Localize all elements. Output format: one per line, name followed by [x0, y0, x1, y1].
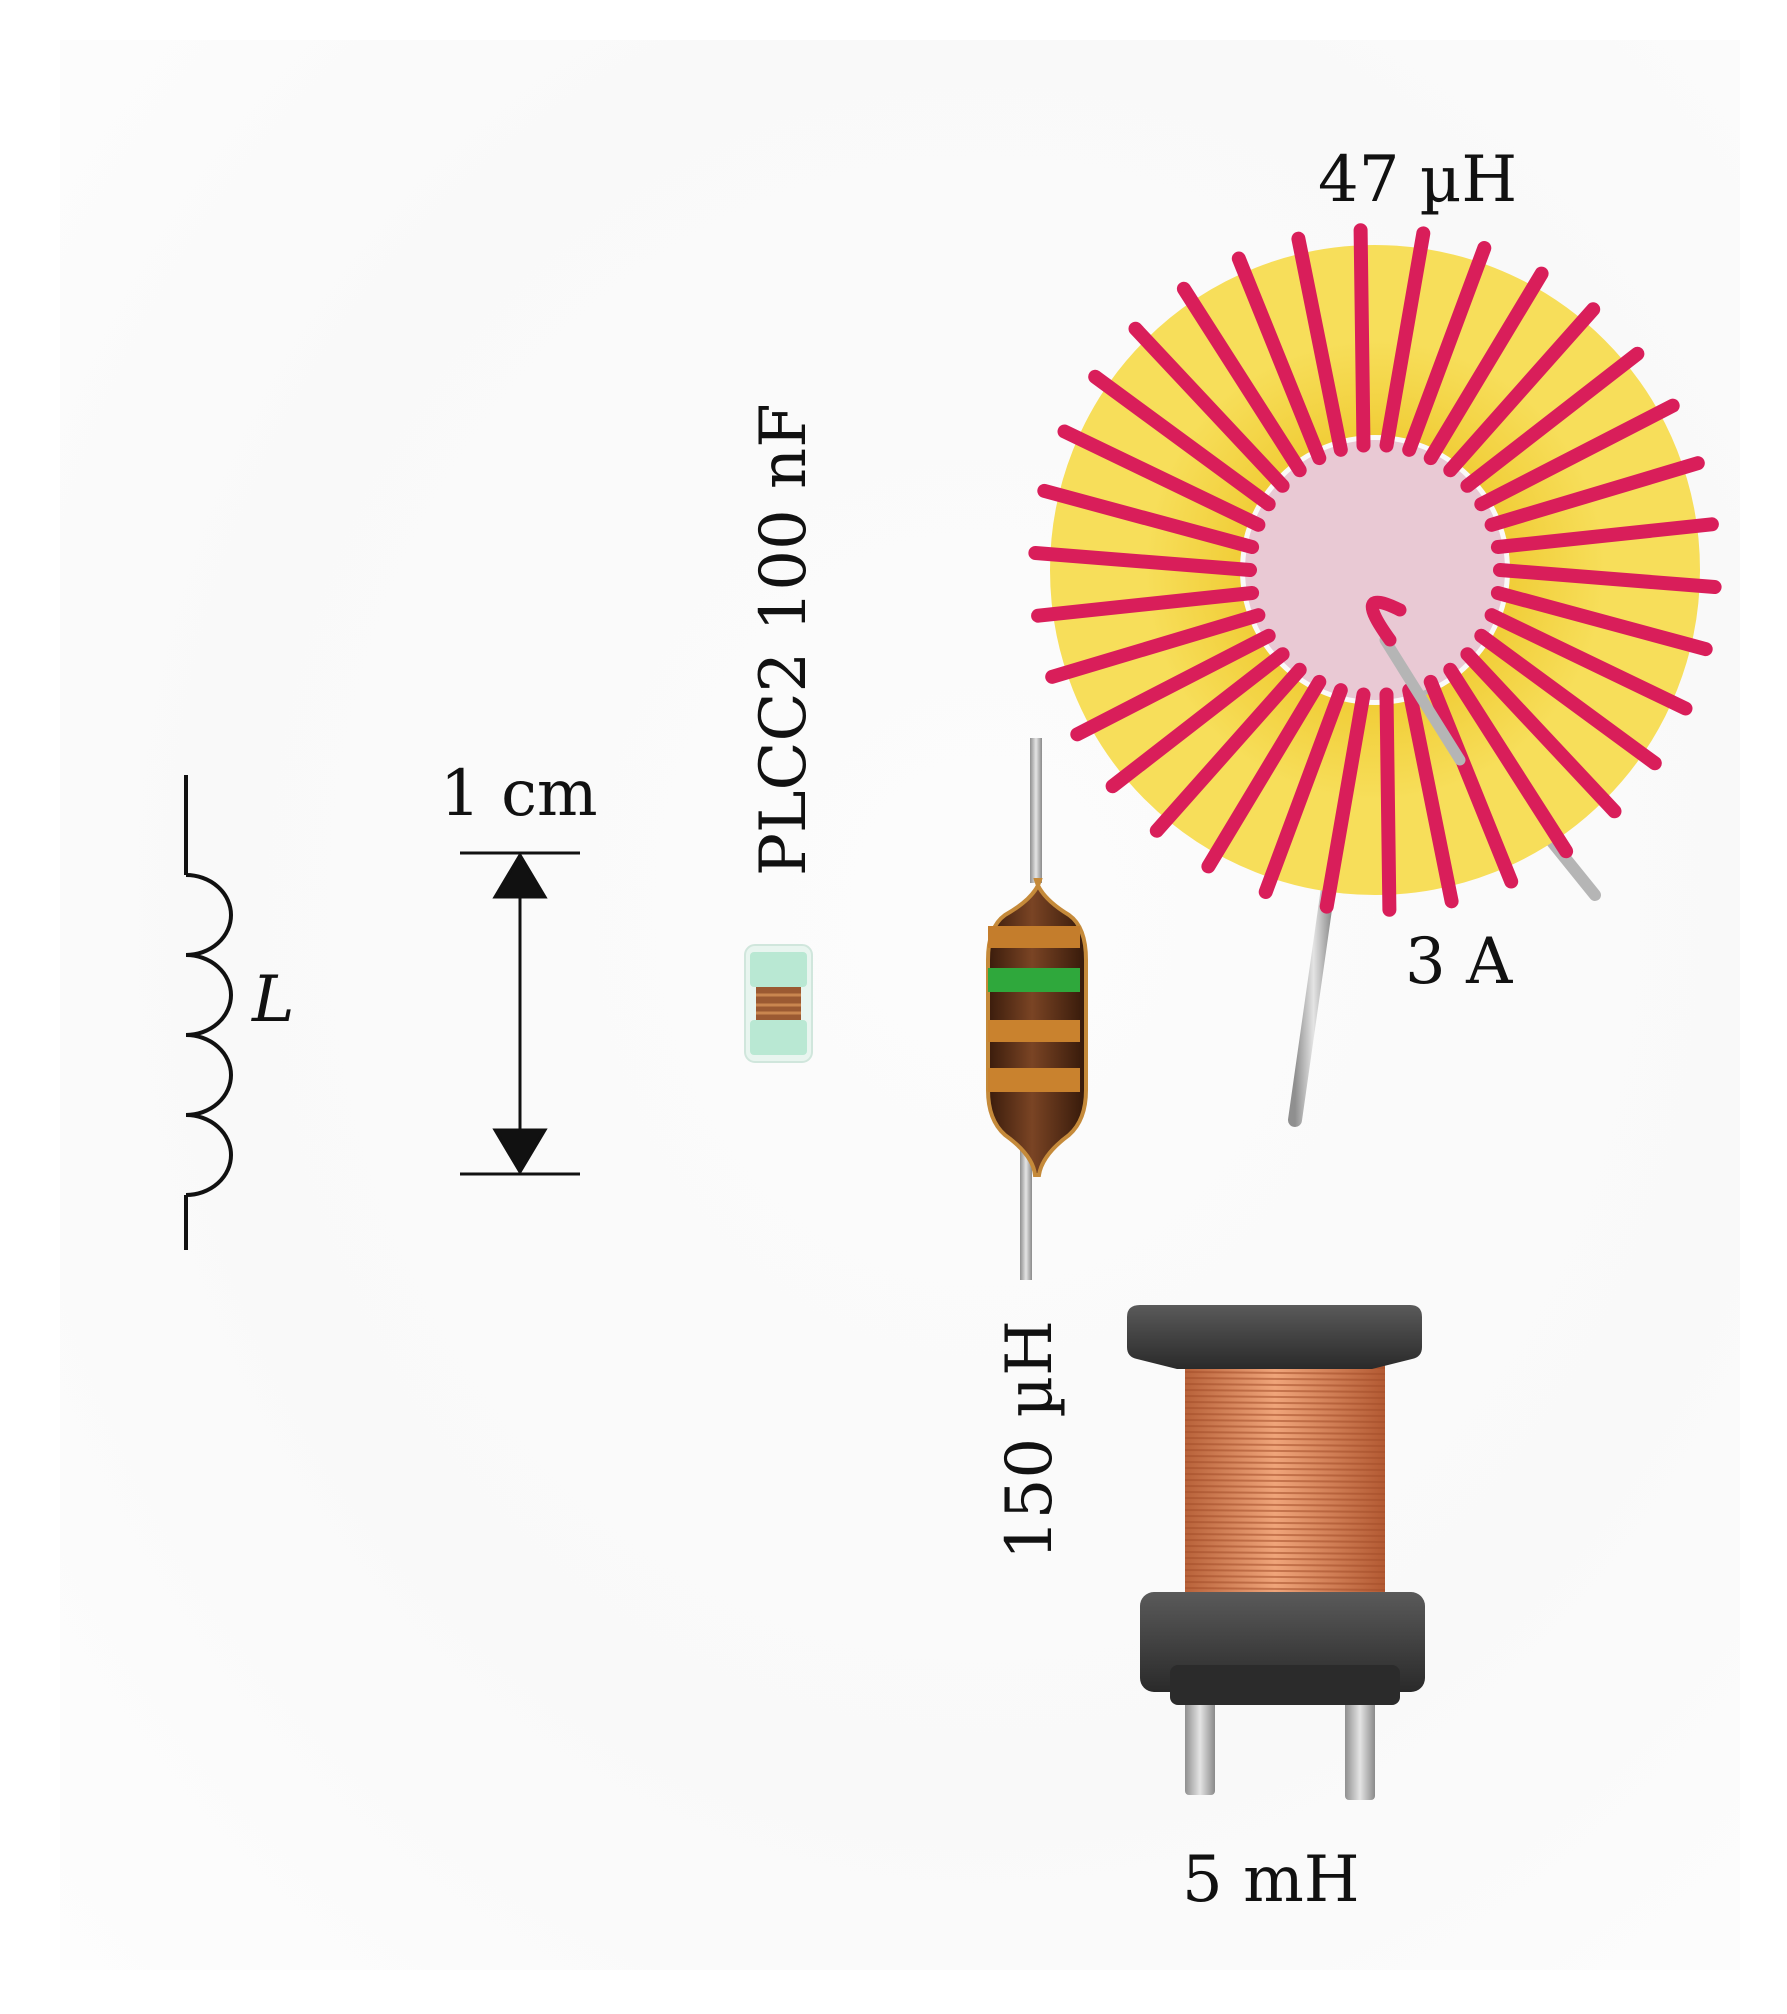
drum-winding-turn: [1184, 1389, 1386, 1393]
toroid-winding-turn: [1484, 608, 1693, 716]
toroid-winding-turn: [1353, 223, 1371, 453]
drum-winding-turn: [1184, 1461, 1386, 1465]
drum-winding-turn: [1184, 1551, 1386, 1555]
inductor-symbol-label: L: [252, 963, 295, 1037]
drum-winding-turn: [1184, 1497, 1386, 1501]
toroid-winding-turn: [1201, 674, 1327, 874]
drum-winding-turn: [1184, 1521, 1386, 1525]
toroid-winding-turn: [1128, 321, 1290, 493]
smd-part-label: PLCC2 100 nF: [747, 403, 821, 876]
drum-inductor: [1127, 1305, 1425, 1800]
toroid-winding-turn: [1484, 456, 1705, 532]
toroid-inductance-label: 47 µH: [1318, 143, 1518, 217]
drum-winding-turn: [1184, 1539, 1386, 1543]
drum-winding-turn: [1184, 1401, 1386, 1405]
drum-winding-turn: [1184, 1431, 1386, 1435]
toroid-winding-turn: [1402, 241, 1492, 457]
drum-winding-turn: [1184, 1587, 1386, 1591]
drum-winding-turn: [1184, 1557, 1386, 1561]
toroid-winding-turn: [1045, 608, 1266, 684]
drum-winding-turn: [1184, 1563, 1386, 1567]
drum-winding-turn: [1184, 1419, 1386, 1423]
drum-winding-turn: [1184, 1437, 1386, 1441]
toroid-winding-turn: [1443, 662, 1574, 859]
drum-winding-turn: [1184, 1533, 1386, 1537]
toroid-winding-turn: [1443, 302, 1601, 478]
toroid-winding-turn: [1402, 683, 1459, 909]
toroid-winding-turn: [1490, 517, 1719, 554]
drum-winding-turn: [1184, 1515, 1386, 1519]
drum-winding-turn: [1184, 1449, 1386, 1453]
toroid-winding-turn: [1088, 369, 1276, 512]
dimension-arrow-icon: [460, 851, 580, 1176]
toroid-winding-turn: [1379, 226, 1431, 453]
drum-winding-turn: [1184, 1545, 1386, 1549]
toroid-winding-turn: [1105, 647, 1290, 794]
drum-inductance-label: 5 mH: [1182, 1843, 1360, 1917]
drum-winding-turn: [1184, 1509, 1386, 1513]
toroid-winding-turn: [1176, 281, 1307, 478]
toroid-winding-turn: [1057, 424, 1266, 532]
toroid-winding-turn: [1149, 662, 1307, 838]
toroid-winding-turn: [1258, 683, 1348, 899]
drum-winding-turn: [1184, 1479, 1386, 1483]
toroid-inductor: [1028, 223, 1722, 1127]
toroid-winding-turn: [1291, 231, 1348, 457]
drum-winding-turn: [1184, 1425, 1386, 1429]
scale-label: 1 cm: [440, 757, 598, 831]
toroid-winding-turn: [1028, 546, 1257, 577]
drum-winding-turn: [1184, 1473, 1386, 1477]
drum-winding-turn: [1184, 1413, 1386, 1417]
toroid-winding-turn: [1460, 346, 1645, 493]
drum-winding-turn: [1184, 1395, 1386, 1399]
drum-winding-turn: [1184, 1455, 1386, 1459]
toroid-winding-turn: [1493, 563, 1722, 594]
smd-component: [744, 944, 813, 1063]
drum-winding-turn: [1184, 1383, 1386, 1387]
drum-winding-turn: [1184, 1569, 1386, 1573]
toroid-winding-turn: [1031, 586, 1260, 623]
toroid-winding-turn: [1379, 687, 1397, 917]
drum-winding-turn: [1184, 1443, 1386, 1447]
toroid-winding-turn: [1231, 251, 1327, 466]
toroid-winding-turn: [1037, 483, 1260, 554]
inductor-schematic-icon: [184, 775, 233, 1250]
drum-winding-turn: [1184, 1491, 1386, 1495]
toroid-winding-turn: [1319, 687, 1371, 914]
toroid-winding-turn: [1460, 647, 1622, 819]
toroid-winding-turn: [1490, 586, 1713, 657]
toroid-winding-turn: [1423, 266, 1549, 466]
drum-winding-turn: [1184, 1503, 1386, 1507]
drum-winding-turn: [1184, 1485, 1386, 1489]
drum-winding-turn: [1184, 1467, 1386, 1471]
drum-winding-turn: [1184, 1377, 1386, 1381]
toroid-current-label: 3 A: [1405, 925, 1513, 999]
axial-inductance-label: 150 µH: [993, 1320, 1067, 1560]
drum-winding-turn: [1184, 1527, 1386, 1531]
toroid-winding-turn: [1474, 628, 1662, 771]
toroid-winding-turn: [1070, 628, 1276, 742]
drum-winding-turn: [1184, 1407, 1386, 1411]
drum-winding-turn: [1184, 1371, 1386, 1375]
drum-winding-turn: [1184, 1575, 1386, 1579]
drum-winding-turn: [1184, 1581, 1386, 1585]
toroid-winding-turn: [1423, 674, 1519, 889]
toroid-winding-turn: [1474, 398, 1680, 512]
axial-inductor: [986, 738, 1088, 1280]
